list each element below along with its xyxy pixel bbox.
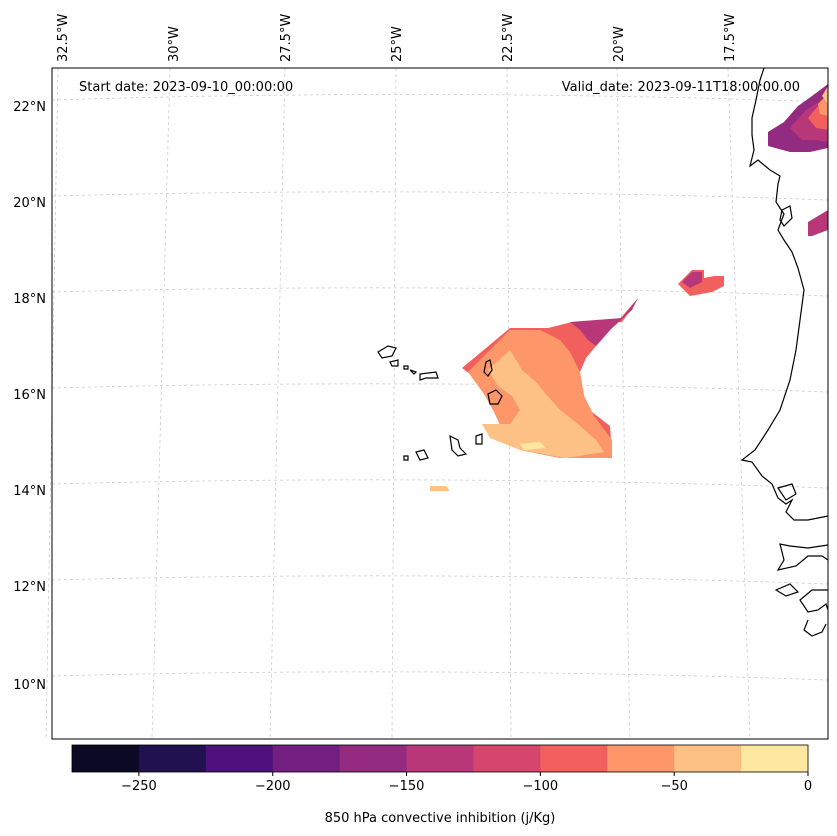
lon-label-17-5w: 17.5°W: [723, 14, 738, 62]
island-santo-antao: [377, 345, 397, 359]
gridlines: [45, 67, 829, 740]
colorbar-tick-label: −150: [389, 779, 425, 794]
coast-inlet-2: [777, 483, 797, 501]
island-fogo: [415, 449, 429, 461]
coastlines: [377, 67, 829, 637]
cin-region-tail: [570, 298, 638, 346]
coast-inlet-3: [774, 583, 800, 597]
lat-label-10n: 10°N: [13, 678, 46, 693]
cin-region-top-right-5: [822, 86, 828, 104]
colorbar-segment: [138, 745, 207, 772]
cin-region-main-inner: [482, 350, 604, 458]
island-sal-tail: [419, 371, 439, 381]
colorbar-segment: [272, 745, 341, 772]
map-border: [51, 67, 829, 740]
lon-label-30w: 30°W: [167, 26, 182, 62]
colorbar-segment: [540, 745, 608, 772]
colorbar-segment: [473, 745, 541, 772]
lon-label-27-5w: 27.5°W: [279, 14, 294, 62]
island-brava: [403, 455, 409, 461]
colorbar-segment: [607, 745, 675, 772]
island-sal: [483, 359, 493, 377]
cin-fields: [430, 84, 828, 491]
colorbar-segment: [406, 745, 474, 772]
colorbar-segment: [72, 745, 140, 772]
colorbar-border: [71, 744, 809, 773]
lat-label-14n: 14°N: [13, 484, 46, 499]
colorbar-segment: [674, 745, 742, 772]
cin-region-main-core: [520, 442, 546, 450]
lat-label-20n: 20°N: [13, 196, 46, 211]
coast-inlet-1: [779, 205, 793, 227]
lon-label-25w: 25°W: [390, 26, 405, 62]
island-santiago: [449, 434, 468, 457]
lat-label-16n: 16°N: [13, 388, 46, 403]
lon-label-20w: 20°W: [612, 26, 627, 62]
island-santa-luzia: [403, 365, 409, 370]
colorbar-segment: [339, 745, 408, 772]
cin-region-coast: [808, 210, 828, 236]
lon-label-32-5w: 32.5°W: [56, 14, 71, 62]
valid-date-label: Valid_date: 2023-09-11T18:00:00.00: [562, 80, 800, 95]
lon-label-22-5w: 22.5°W: [501, 14, 516, 62]
map-frame: [52, 68, 828, 739]
colorbar-segment: [205, 745, 274, 772]
africa-coastline: [740, 67, 829, 637]
start-date-label: Start date: 2023-09-10_00:00:00: [79, 80, 293, 95]
lat-label-12n: 12°N: [13, 580, 46, 595]
colorbar-tick-label: −200: [255, 779, 291, 794]
colorbar-tick-label: −250: [121, 779, 157, 794]
colorbar-tick-label: −50: [660, 779, 687, 794]
colorbar: −250 −200 −150 −100 −50 0: [71, 744, 812, 794]
lat-label-22n: 22°N: [13, 100, 46, 115]
cin-region-small-south: [430, 486, 450, 491]
colorbar-tick-label: −100: [523, 779, 559, 794]
island-maio: [475, 433, 483, 445]
colorbar-label: 850 hPa convective inhibition (j/Kg): [325, 811, 556, 826]
island-sao-vicente: [389, 359, 399, 367]
lat-label-18n: 18°N: [13, 292, 46, 307]
cin-region-ne-small-core: [682, 272, 702, 288]
colorbar-tick-label: 0: [804, 779, 812, 794]
island-sao-nicolau: [409, 369, 418, 375]
colorbar-segment: [741, 745, 809, 772]
island-boa-vista: [487, 389, 503, 405]
